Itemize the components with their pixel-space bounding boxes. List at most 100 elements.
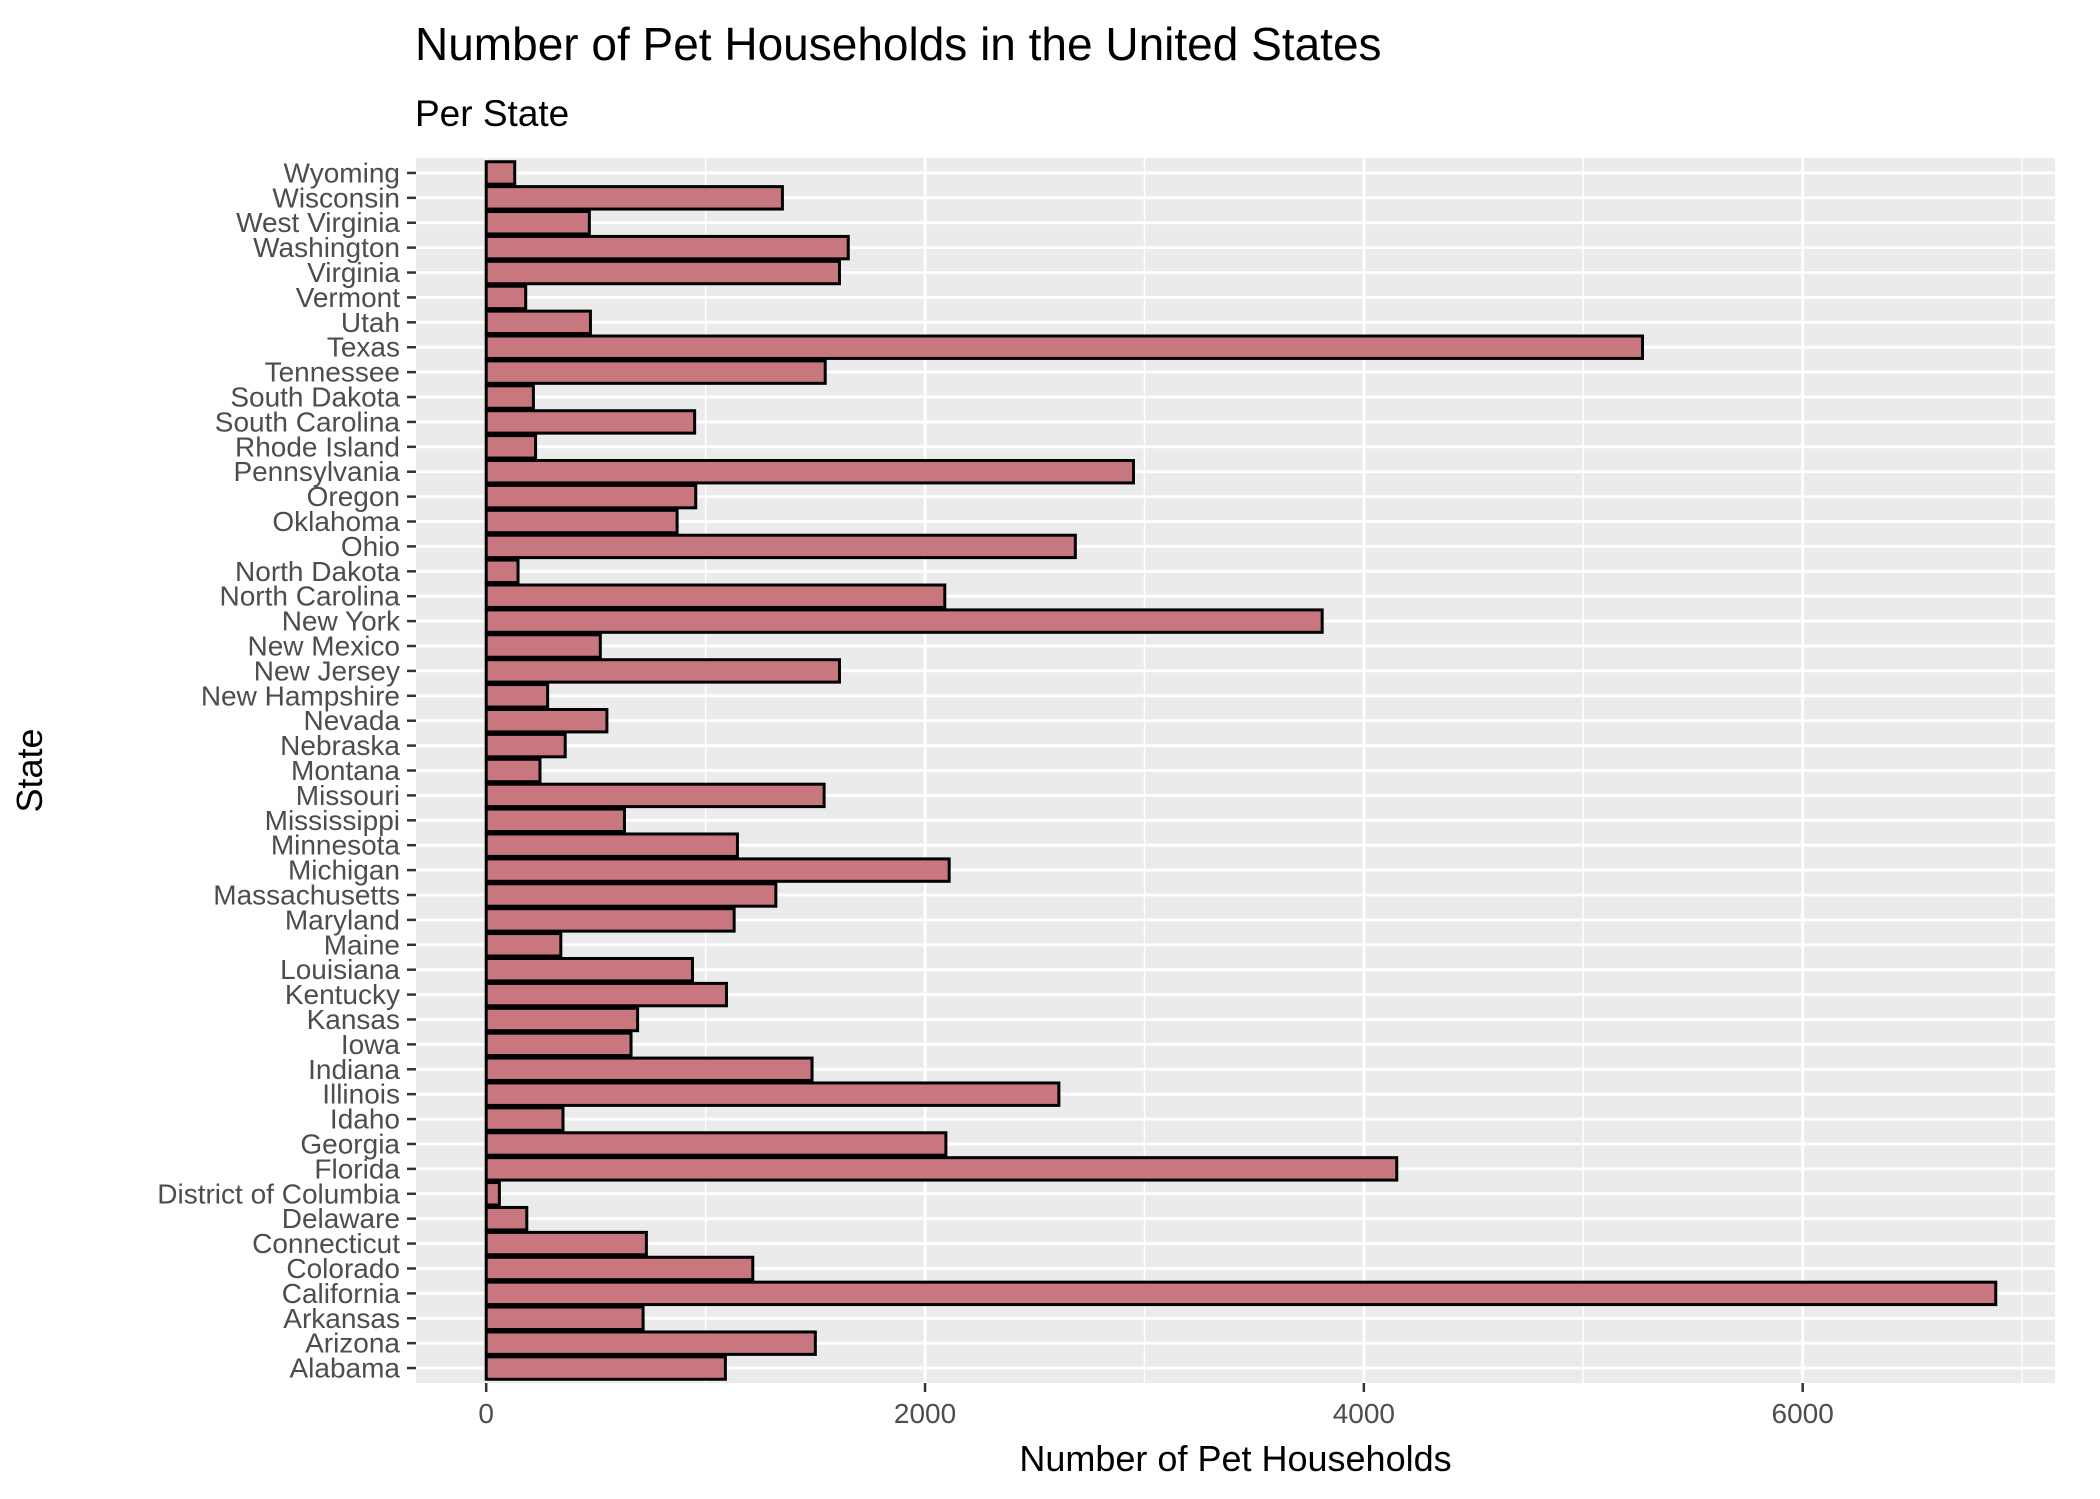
bar bbox=[484, 832, 739, 858]
y-tick-label: Idaho bbox=[330, 1104, 400, 1135]
bar bbox=[484, 956, 694, 983]
y-tick-label: Maine bbox=[324, 929, 400, 960]
x-axis-title: Number of Pet Households bbox=[1019, 1438, 1451, 1479]
y-tick-label: South Carolina bbox=[215, 406, 401, 437]
x-tick-label: 6000 bbox=[1772, 1398, 1834, 1429]
y-tick-label: Rhode Island bbox=[235, 431, 400, 462]
y-tick-label: Indiana bbox=[308, 1054, 400, 1085]
y-tick-label: Illinois bbox=[322, 1079, 400, 1110]
bar bbox=[484, 309, 592, 336]
y-tick-label: Nevada bbox=[303, 705, 400, 736]
bar bbox=[484, 757, 542, 784]
y-tick-label: Florida bbox=[314, 1153, 400, 1184]
bar bbox=[484, 732, 567, 759]
y-tick-label: Tennessee bbox=[265, 357, 400, 388]
y-tick-label: Nebraska bbox=[280, 730, 400, 761]
y-tick-label: Alabama bbox=[289, 1353, 400, 1384]
y-tick-label: Wisconsin bbox=[272, 182, 400, 213]
bar bbox=[484, 434, 538, 460]
bar bbox=[484, 483, 698, 510]
y-tick-label: Oklahoma bbox=[272, 506, 400, 537]
y-tick-label: Washington bbox=[253, 232, 400, 263]
bar bbox=[484, 508, 679, 535]
bar bbox=[484, 608, 1324, 634]
y-tick-label: Minnesota bbox=[271, 830, 401, 861]
bar bbox=[484, 1205, 529, 1232]
bar bbox=[484, 583, 947, 609]
bar bbox=[484, 558, 520, 585]
bar bbox=[484, 1305, 645, 1331]
bar bbox=[484, 707, 609, 734]
y-tick-label: Georgia bbox=[300, 1128, 400, 1159]
y-tick-label: Iowa bbox=[341, 1029, 401, 1060]
bar bbox=[484, 234, 850, 261]
bar bbox=[484, 1031, 633, 1058]
y-tick-label: Colorado bbox=[286, 1253, 400, 1284]
y-tick-label: Connecticut bbox=[252, 1228, 400, 1259]
y-tick-label: Maryland bbox=[285, 904, 400, 935]
y-tick-label: New Jersey bbox=[254, 655, 400, 686]
y-tick-label: Pennsylvania bbox=[233, 456, 400, 487]
bar bbox=[484, 384, 535, 410]
bar bbox=[484, 1006, 640, 1033]
bars bbox=[484, 160, 1998, 1381]
bar bbox=[484, 807, 626, 834]
y-tick-label: New York bbox=[282, 606, 401, 637]
bar bbox=[484, 1131, 948, 1157]
y-tick-label: Louisiana bbox=[280, 954, 400, 985]
y-tick-label: West Virginia bbox=[236, 207, 400, 238]
y-tick-label: Oregon bbox=[307, 481, 400, 512]
y-tick-label: New Hampshire bbox=[201, 680, 400, 711]
y-tick-label: Arizona bbox=[305, 1328, 400, 1359]
chart-subtitle: Per State bbox=[415, 93, 569, 134]
bar bbox=[484, 1181, 501, 1207]
y-tick-label: North Carolina bbox=[219, 581, 400, 612]
bar bbox=[484, 459, 1135, 485]
y-axis-title: State bbox=[9, 728, 50, 812]
bar bbox=[484, 683, 550, 709]
bar bbox=[484, 359, 827, 385]
bar bbox=[484, 882, 778, 908]
y-tick-label: Ohio bbox=[341, 531, 400, 562]
bar bbox=[484, 981, 728, 1008]
x-tick-label: 0 bbox=[478, 1398, 494, 1429]
y-tick-label: South Dakota bbox=[230, 382, 400, 413]
x-tick-label: 4000 bbox=[1333, 1398, 1395, 1429]
bar bbox=[484, 1156, 1399, 1182]
y-tick-label: Kentucky bbox=[285, 979, 400, 1010]
bar bbox=[484, 1330, 817, 1356]
bar bbox=[484, 160, 517, 186]
y-tick-label: Montana bbox=[291, 755, 400, 786]
bar bbox=[484, 409, 697, 435]
bar bbox=[484, 1280, 1998, 1307]
bar bbox=[484, 185, 784, 211]
bar bbox=[484, 1255, 755, 1282]
bar bbox=[484, 259, 841, 286]
y-tick-label: Mississippi bbox=[265, 805, 400, 836]
bar bbox=[484, 782, 826, 809]
y-tick-label: Kansas bbox=[307, 1004, 400, 1035]
bar bbox=[484, 658, 841, 684]
y-tick-label: Missouri bbox=[296, 780, 400, 811]
y-tick-label: Vermont bbox=[296, 282, 400, 313]
y-tick-label: Utah bbox=[341, 307, 400, 338]
y-tick-label: Texas bbox=[327, 332, 400, 363]
bar bbox=[484, 334, 1645, 360]
bar bbox=[484, 284, 528, 311]
x-axis: 0 2000 4000 6000 bbox=[478, 1383, 1834, 1429]
bar bbox=[484, 533, 1077, 560]
bar bbox=[484, 210, 591, 236]
y-tick-label: District of Columbia bbox=[157, 1178, 400, 1209]
bar bbox=[484, 633, 602, 659]
bar bbox=[484, 1355, 727, 1381]
y-tick-label: Massachusetts bbox=[213, 879, 400, 910]
y-axis: AlabamaArizonaArkansasCaliforniaColorado… bbox=[157, 157, 416, 1384]
y-tick-label: Delaware bbox=[282, 1203, 400, 1234]
chart-title: Number of Pet Households in the United S… bbox=[415, 18, 1382, 70]
bar bbox=[484, 857, 951, 883]
x-tick-label: 2000 bbox=[894, 1398, 956, 1429]
y-tick-label: Virginia bbox=[307, 257, 400, 288]
bar bbox=[484, 932, 563, 958]
y-tick-label: Michigan bbox=[288, 855, 400, 886]
